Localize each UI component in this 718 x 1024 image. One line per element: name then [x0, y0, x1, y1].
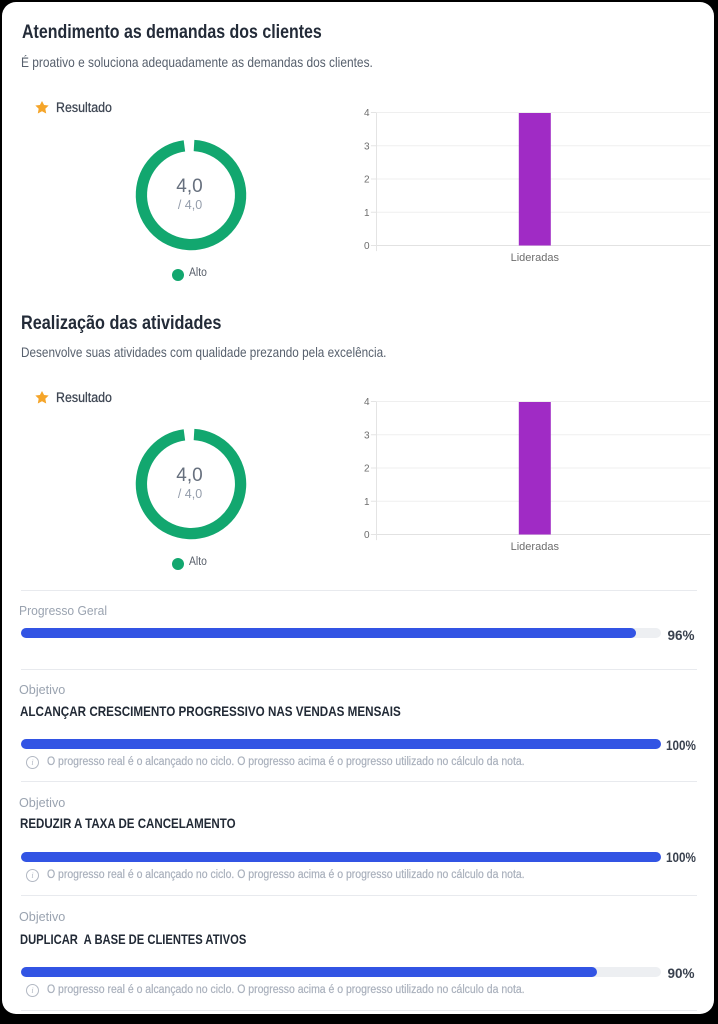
svg-text:0: 0 [364, 530, 370, 541]
svg-text:2: 2 [364, 175, 370, 186]
svg-text:2: 2 [364, 463, 370, 474]
svg-text:0: 0 [364, 241, 370, 252]
svg-text:Lideradas: Lideradas [511, 541, 560, 553]
svg-text:Lideradas: Lideradas [511, 252, 560, 264]
svg-text:4: 4 [364, 397, 370, 408]
svg-text:4: 4 [364, 108, 370, 119]
svg-text:1: 1 [364, 497, 370, 508]
svg-text:3: 3 [364, 430, 370, 441]
svg-text:1: 1 [364, 208, 370, 219]
svg-text:3: 3 [364, 141, 370, 152]
